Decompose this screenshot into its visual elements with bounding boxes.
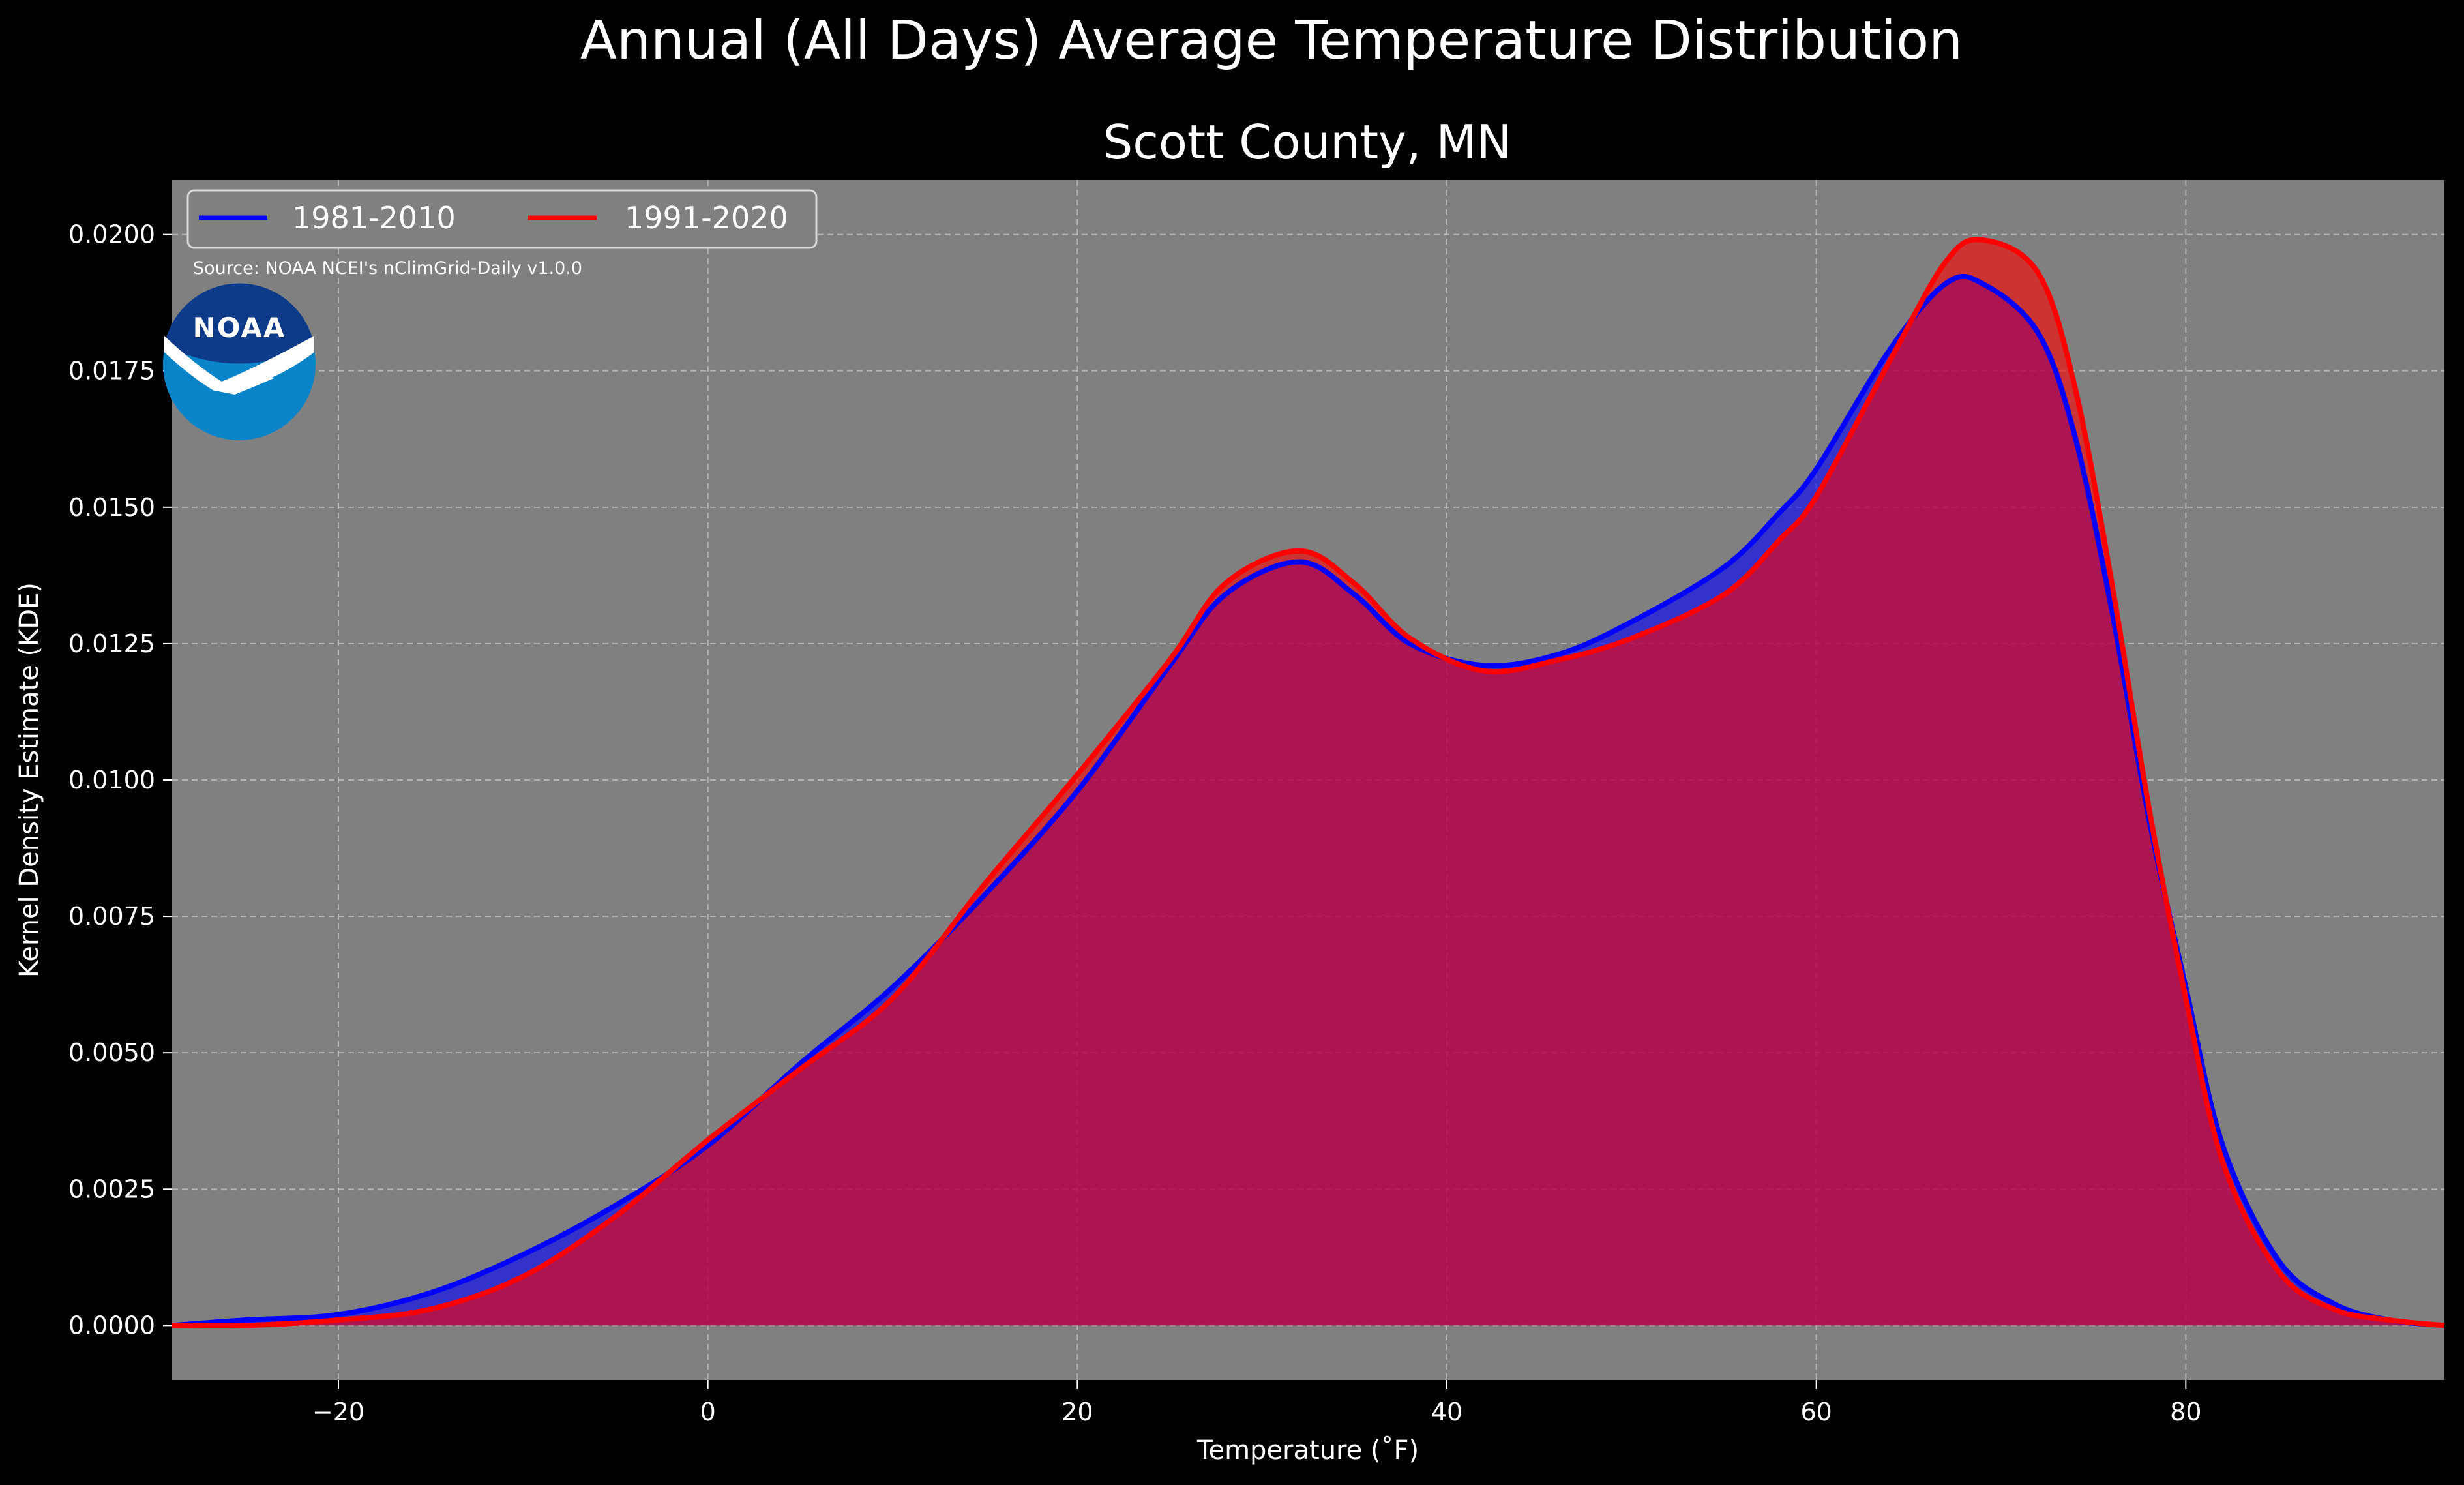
y-axis-label: Kernel Density Estimate (KDE) [14,582,44,978]
y-tick-label: 0.0025 [68,1175,155,1203]
x-tick-label: 60 [1800,1398,1832,1426]
legend-label-1981-2010: 1981-2010 [292,200,456,235]
series-area-1991-2020 [172,239,2444,1326]
series-areas [172,239,2444,1326]
legend-label-1991-2020: 1991-2020 [625,200,788,235]
y-tick-label: 0.0050 [68,1038,155,1067]
axis-ticks: −20 0 20 40 60 80 0.0000 0.0025 0.0050 0.0075 0.01… [68,220,2201,1426]
y-tick-label: 0.0100 [68,766,155,794]
x-tick-label: 40 [1431,1398,1462,1426]
legend-box [186,189,818,249]
x-tick-label: 20 [1061,1398,1093,1426]
x-tick-label: 80 [2170,1398,2201,1426]
legend: 1981-2010 1991-2020 [186,189,818,249]
y-tick-label: 0.0150 [68,493,155,522]
y-tick-label: 0.0125 [68,629,155,658]
y-tick-label: 0.0075 [68,902,155,931]
series-line-1991-2020 [171,237,2445,1328]
series-lines [171,237,2445,1328]
x-tick-label: 0 [700,1398,716,1426]
x-tick-label: −20 [312,1398,364,1426]
noaa-logo-text: NOAA [193,312,286,344]
chart-subtitle: Scott County, MN [1103,115,1512,170]
y-tick-label: 0.0200 [68,220,155,249]
source-note: Source: NOAA NCEI's nClimGrid-Daily v1.0… [193,258,582,278]
x-axis-label: Temperature (˚F) [1196,1435,1419,1465]
y-tick-label: 0.0000 [68,1311,155,1340]
y-tick-label: 0.0175 [68,357,155,385]
chart-title: Annual (All Days) Average Temperature Di… [580,10,1963,72]
noaa-logo: NOAA [163,283,316,440]
